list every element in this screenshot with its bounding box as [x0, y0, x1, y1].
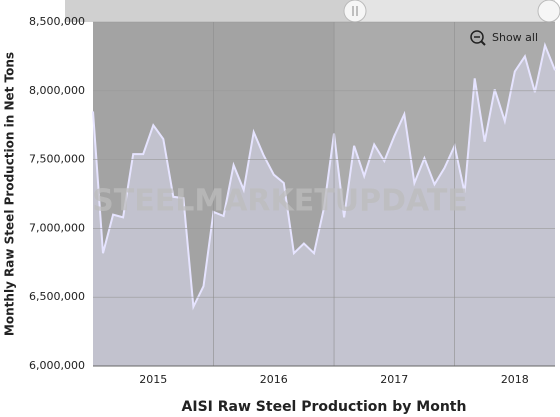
chart-title: AISI Raw Steel Production by Month	[182, 399, 467, 415]
line	[92, 42, 556, 311]
zoom-icon	[480, 40, 486, 46]
show-all-button[interactable]: Show all	[470, 30, 538, 46]
navigator-handle[interactable]	[537, 0, 560, 23]
navigator-mask	[65, 0, 355, 22]
y-tick-label: 7,000,000	[29, 221, 85, 234]
x-tick-label: 2017	[380, 373, 408, 386]
y-tick-label: 8,500,000	[29, 15, 85, 28]
y-axis-label: Monthly Raw Steel Production in Net Tons	[3, 52, 17, 336]
zoom-icon	[470, 30, 484, 44]
x-tick-label: 2015	[139, 373, 167, 386]
area	[93, 45, 555, 367]
y-tick-label: 6,000,000	[29, 359, 85, 372]
y-tick-label: 6,500,000	[29, 290, 85, 303]
x-tick-label: 2018	[501, 373, 529, 386]
button-label[interactable]: Show all	[492, 31, 538, 44]
y-tick-label: 7,500,000	[29, 153, 85, 166]
y-tick-label: 8,000,000	[29, 84, 85, 97]
x-tick-label: 2016	[260, 373, 288, 386]
navigator-handle[interactable]	[343, 0, 367, 23]
watermark: STEELMARKETUPDATE	[92, 184, 468, 219]
